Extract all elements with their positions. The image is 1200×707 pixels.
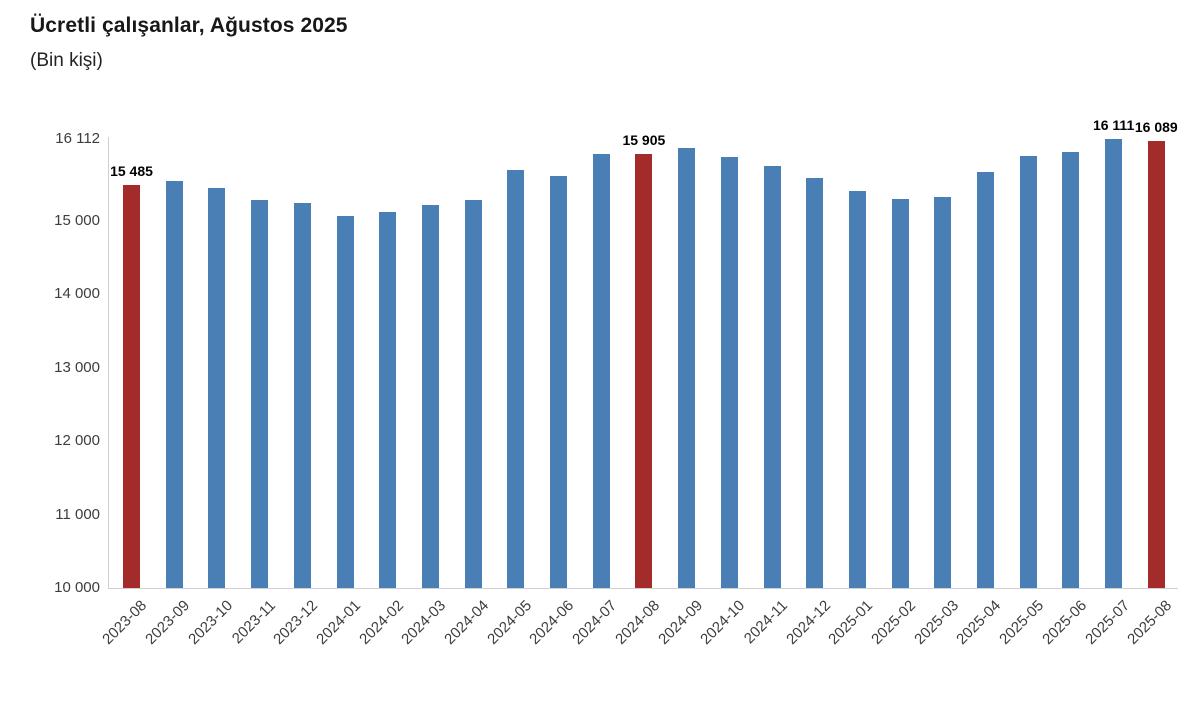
bar-value-label: 15 485: [110, 163, 153, 180]
y-axis-tick-label: 10 000: [54, 579, 100, 596]
bar-2023-09[interactable]: [165, 180, 183, 588]
y-axis-tick-label: 15 000: [54, 211, 100, 229]
x-axis-tick-label: 2024-08: [611, 597, 663, 648]
x-axis-line: [108, 588, 1178, 589]
bar-2024-09[interactable]: [678, 147, 696, 588]
x-axis-tick-label: 2023-08: [99, 597, 151, 648]
bar-2025-08[interactable]: [1147, 140, 1165, 588]
bar-value-label: 16 111: [1092, 117, 1135, 134]
bar-2024-08[interactable]: [635, 154, 653, 588]
bar-2024-03[interactable]: [421, 204, 439, 588]
y-axis-tick-label: 16 112: [55, 130, 100, 147]
y-axis-tick-label: 11 000: [55, 505, 100, 523]
x-axis-tick-label: 2024-10: [697, 597, 749, 648]
bar-2025-01[interactable]: [848, 191, 866, 588]
chart-unit-label: (Bin kişi): [30, 50, 103, 71]
bar-2025-07[interactable]: [1105, 139, 1123, 588]
bar-value-label: 16 089: [1134, 118, 1178, 135]
bar-2023-08[interactable]: [123, 185, 140, 588]
x-axis-tick-label: 2024-12: [782, 597, 834, 648]
bar-2024-01[interactable]: [336, 216, 354, 588]
x-axis-tick-label: 2024-04: [441, 597, 493, 648]
y-axis-tick-label: 14 000: [54, 285, 100, 303]
bar-2024-04[interactable]: [464, 200, 482, 588]
y-axis-tick-label: 12 000: [54, 432, 100, 450]
x-axis-tick-label: 2024-06: [526, 597, 578, 648]
x-axis-tick-label: 2024-11: [740, 597, 792, 648]
x-axis-tick-label: 2023-10: [184, 597, 236, 648]
x-axis-tick-label: 2023-12: [270, 597, 322, 648]
bar-2023-12[interactable]: [293, 203, 311, 588]
x-axis-tick-label: 2024-02: [355, 597, 407, 648]
bar-2024-10[interactable]: [720, 156, 738, 588]
x-axis-tick-label: 2025-05: [996, 597, 1048, 648]
bar-2025-05[interactable]: [1019, 156, 1037, 588]
bar-2024-07[interactable]: [592, 153, 610, 588]
page-title: Ücretli çalışanlar, Ağustos 2025: [30, 14, 348, 37]
bar-2024-02[interactable]: [379, 212, 397, 588]
bar-2024-11[interactable]: [763, 166, 781, 588]
bar-value-label: 15 905: [622, 132, 666, 149]
bar-2024-05[interactable]: [507, 169, 525, 588]
x-axis-tick-label: 2025-08: [1124, 597, 1176, 648]
bar-2025-03[interactable]: [934, 197, 952, 588]
x-axis-tick-label: 2024-09: [654, 597, 706, 648]
x-axis-tick-label: 2024-01: [313, 597, 365, 648]
y-axis-line: [108, 137, 109, 589]
bar-2025-04[interactable]: [977, 172, 994, 588]
x-axis-tick-label: 2025-02: [868, 597, 920, 648]
x-axis-tick-label: 2025-03: [910, 597, 962, 648]
x-axis-tick-label: 2024-07: [569, 597, 621, 648]
bar-2023-10[interactable]: [208, 188, 226, 588]
x-axis-tick-label: 2025-06: [1038, 597, 1090, 648]
x-axis-tick-label: 2025-04: [953, 597, 1005, 648]
x-axis-tick-label: 2025-01: [825, 597, 877, 648]
x-axis-tick-label: 2023-11: [228, 597, 279, 648]
y-axis-tick-label: 13 000: [54, 358, 100, 376]
bar-2023-11[interactable]: [251, 199, 269, 588]
x-axis-tick-label: 2024-03: [398, 597, 450, 648]
x-axis-tick-label: 2024-05: [483, 597, 535, 648]
bar-2025-02[interactable]: [891, 199, 909, 588]
x-axis-tick-label: 2025-07: [1081, 597, 1133, 648]
bar-2024-06[interactable]: [550, 175, 567, 588]
bar-2025-06[interactable]: [1062, 152, 1080, 588]
x-axis-tick-label: 2023-09: [142, 597, 194, 648]
bar-2024-12[interactable]: [806, 178, 824, 588]
